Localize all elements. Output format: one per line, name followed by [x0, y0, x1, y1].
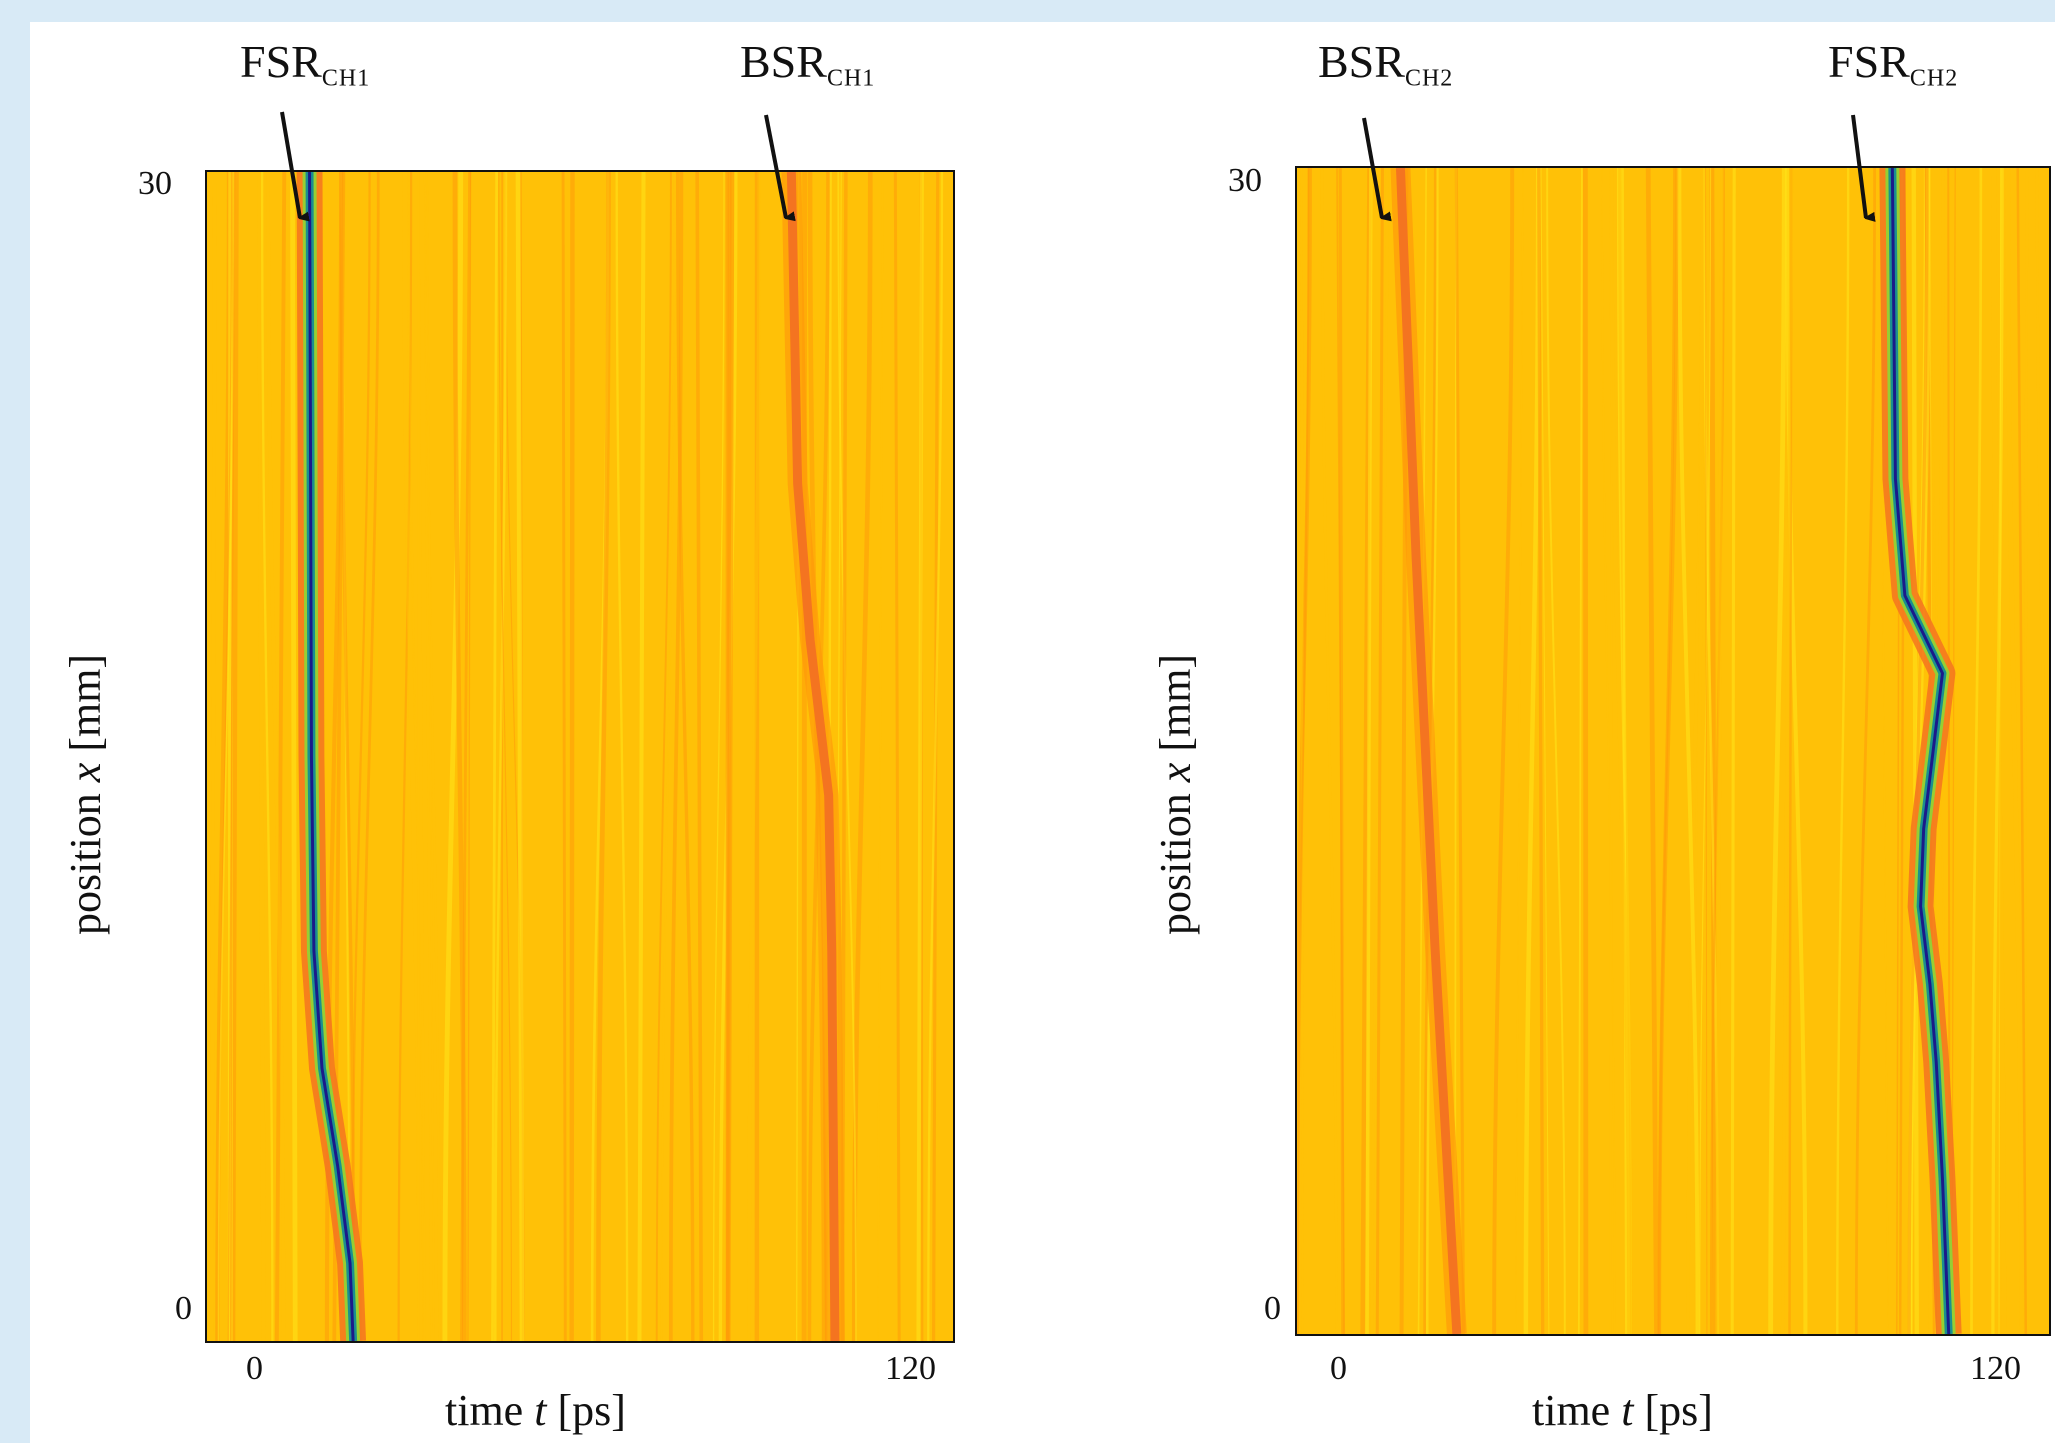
fringe-stripe	[1601, 168, 1616, 1334]
feature-bsr-ch1-line	[786, 172, 840, 1341]
feature-fsr-ch2-core	[1890, 168, 1951, 1334]
fringe-stripe	[1492, 168, 1515, 1334]
fringe-stripe	[1546, 168, 1566, 1334]
annotation-fsr-ch2: FSRCH2	[1828, 36, 1959, 92]
fringe-stripe	[927, 172, 944, 1341]
fringe-stripe	[442, 172, 464, 1341]
fringe-stripe	[230, 172, 239, 1341]
x-tick-left: 0	[246, 1350, 263, 1387]
fringe-stripe	[1836, 168, 1850, 1334]
fringe-stripe	[266, 172, 286, 1341]
fringe-stripe	[274, 172, 287, 1341]
heatmap-panel-ch1	[205, 170, 955, 1343]
fringe-stripe	[668, 172, 684, 1341]
y-axis-label: position x [mm]	[1151, 653, 1200, 935]
x-tick-left: 0	[1330, 1350, 1347, 1387]
fringe-stripe	[494, 172, 508, 1341]
fringe-stripe	[1523, 168, 1541, 1334]
fringe-stripe	[1338, 168, 1345, 1334]
fringe-stripe	[1375, 168, 1384, 1334]
fringe-stripe	[1577, 168, 1583, 1334]
fringe-stripe	[561, 172, 567, 1341]
heatmap-panel-ch2	[1295, 166, 2051, 1336]
fringe-stripe	[1621, 168, 1628, 1334]
x-tick-right: 120	[885, 1350, 936, 1387]
y-axis-label: position x [mm]	[61, 653, 110, 935]
feature-fsr-ch1-core	[308, 172, 355, 1341]
fringe-stripe	[615, 172, 629, 1341]
fringe-stripe	[1705, 168, 1708, 1334]
fringe-stripe	[569, 172, 575, 1341]
heatmap-plot-ch2	[1297, 168, 2049, 1334]
fringe-stripe	[675, 172, 695, 1341]
fringe-stripe	[1582, 168, 1589, 1334]
fringe-stripe	[2005, 168, 2024, 1334]
fringe-stripe	[1991, 168, 2004, 1334]
fringe-stripe	[1677, 168, 1700, 1334]
fringe-stripe	[1297, 168, 1310, 1334]
fringe-stripe	[260, 172, 274, 1341]
fringe-stripe	[837, 172, 857, 1341]
fringe-stripe	[726, 172, 735, 1341]
fringe-stripe	[426, 172, 435, 1341]
fringe-stripe	[2035, 168, 2049, 1082]
fringe-stripe	[916, 172, 924, 1341]
y-tick-top: 30	[1228, 162, 1262, 199]
y-tick-top: 30	[138, 165, 172, 202]
fringe-stripe	[209, 172, 217, 1341]
fringe-stripe	[695, 172, 704, 1341]
x-tick-right: 120	[1970, 1350, 2021, 1387]
fringe-stripe	[339, 172, 356, 1341]
fringe-stripe	[1784, 168, 1808, 1334]
fringe-stripe	[1657, 168, 1679, 1334]
fringe-stripe	[1537, 168, 1545, 1334]
fringe-stripe	[452, 172, 467, 1341]
fringe-stripe	[637, 172, 646, 1341]
fringe-stripe	[2016, 168, 2028, 1334]
fringe-stripe	[498, 172, 513, 1341]
fringe-stripe	[596, 172, 611, 1341]
fringe-stripe	[1645, 168, 1659, 1334]
fringe-stripe	[877, 172, 884, 1341]
fringe-stripe	[712, 172, 725, 1341]
heatmap-plot-ch1	[207, 172, 953, 1341]
annotation-fsr-ch1: FSRCH1	[240, 36, 371, 92]
fringe-stripe	[1730, 168, 1736, 1334]
fringe-stripe	[290, 172, 298, 1341]
annotation-bsr-ch1: BSRCH1	[740, 36, 876, 92]
feature-bsr-ch2-line	[1395, 168, 1462, 1334]
fringe-stripe	[1365, 168, 1373, 1334]
x-axis-label: time t [ps]	[445, 1386, 626, 1435]
fringe-stripe	[1609, 168, 1632, 1334]
fringe-stripe	[1709, 168, 1718, 1334]
y-tick-bottom: 0	[175, 1290, 192, 1327]
fringe-stripe	[1454, 168, 1466, 1334]
fringe-stripe	[1907, 168, 1929, 1334]
fringe-stripe	[1854, 168, 1877, 1334]
annotation-bsr-ch2: BSRCH2	[1318, 36, 1454, 92]
fringe-stripe	[893, 172, 901, 1341]
fringe-stripe	[257, 172, 266, 1341]
fringe-stripe	[1715, 168, 1724, 1334]
fringe-stripe	[425, 172, 441, 1341]
fringe-stripe	[1768, 168, 1787, 1334]
fringe-stripe	[1970, 168, 1983, 1334]
fringe-stripe	[1320, 168, 1338, 1334]
y-tick-bottom: 0	[1264, 1290, 1281, 1327]
fringe-stripe	[358, 172, 380, 1341]
fringe-stripe	[419, 172, 431, 1341]
fringe-stripe	[660, 172, 676, 1341]
fringe-stripe	[515, 172, 525, 1341]
fringe-stripe	[655, 172, 672, 1341]
fringe-stripe	[1699, 168, 1712, 1334]
fringe-stripe	[747, 172, 761, 1341]
fringe-stripe	[467, 172, 472, 1341]
fringe-stripe	[1780, 168, 1794, 1334]
fringe-stripe	[1911, 168, 1919, 1334]
fringe-stripe	[1709, 168, 1725, 1334]
x-axis-label: time t [ps]	[1532, 1386, 1713, 1435]
fringe-stripe	[408, 172, 424, 1341]
fringe-stripe	[491, 172, 499, 1341]
